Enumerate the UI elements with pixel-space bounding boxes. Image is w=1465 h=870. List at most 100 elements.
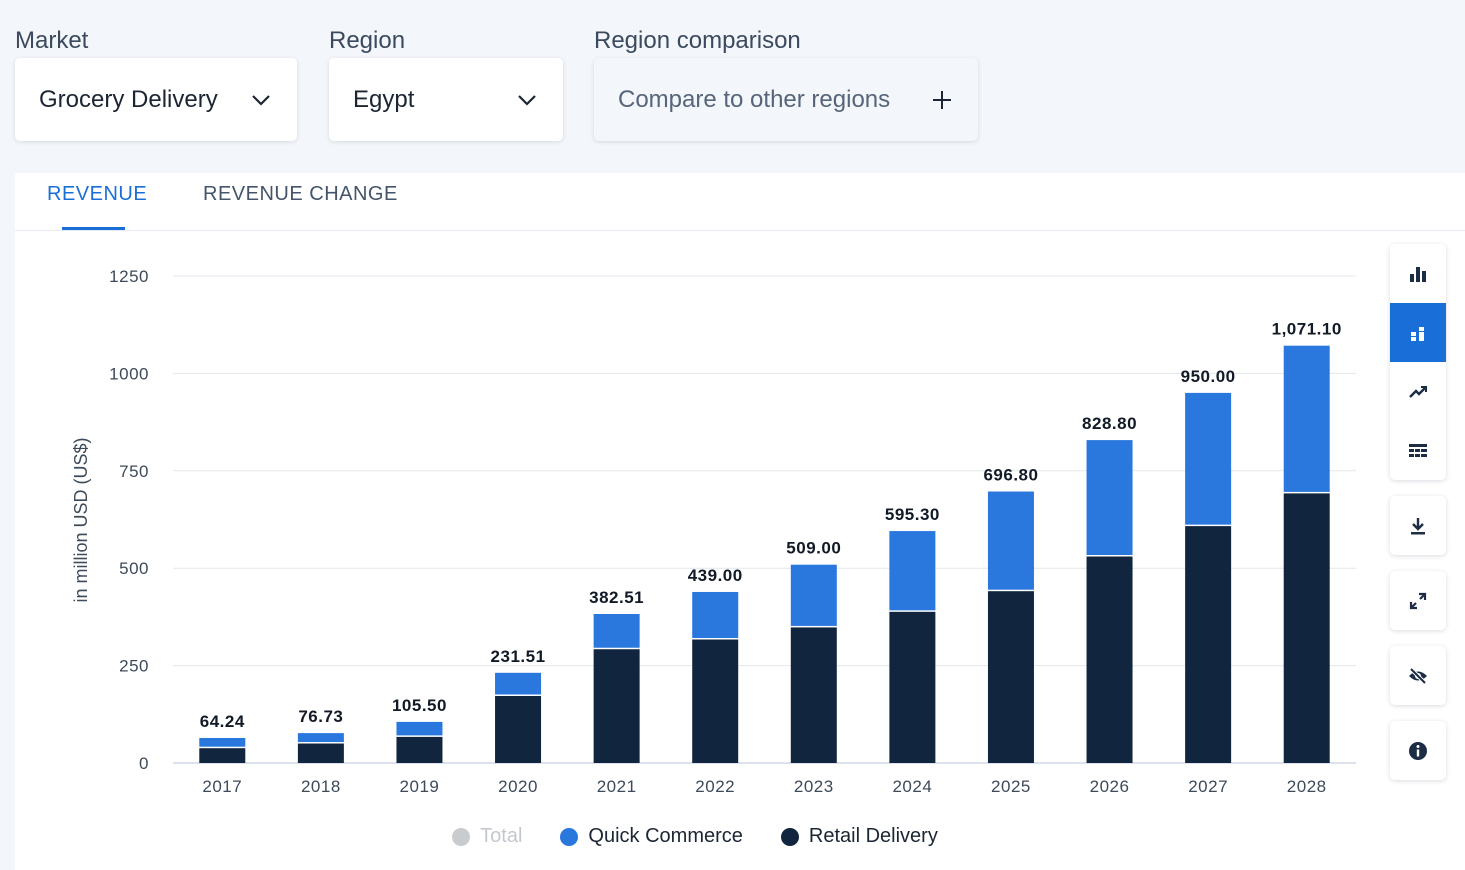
bar-retail-delivery bbox=[692, 639, 739, 763]
download-group bbox=[1390, 496, 1446, 555]
y-tick-label: 1000 bbox=[109, 364, 149, 383]
x-tick-label: 2024 bbox=[892, 777, 932, 796]
bar-retail-delivery bbox=[297, 743, 344, 763]
bar-quick-commerce bbox=[495, 672, 542, 695]
bar-quick-commerce bbox=[790, 564, 837, 626]
chart-toolbar bbox=[1390, 244, 1446, 796]
x-tick-label: 2027 bbox=[1188, 777, 1228, 796]
data-label: 105.50 bbox=[392, 696, 447, 715]
x-tick-label: 2020 bbox=[498, 777, 538, 796]
bar-chart-button[interactable] bbox=[1390, 244, 1446, 303]
x-tick-label: 2021 bbox=[597, 777, 637, 796]
y-tick-label: 250 bbox=[119, 657, 149, 676]
legend-item-retail-delivery[interactable]: Retail Delivery bbox=[780, 825, 938, 848]
bar-retail-delivery bbox=[495, 695, 542, 763]
market-label: Market bbox=[15, 27, 89, 54]
info-group bbox=[1390, 721, 1446, 780]
data-label: 950.00 bbox=[1181, 367, 1236, 386]
y-tick-label: 500 bbox=[119, 559, 149, 578]
legend-dot-retail-delivery bbox=[780, 827, 799, 846]
bar-retail-delivery bbox=[1086, 556, 1133, 763]
x-tick-label: 2025 bbox=[991, 777, 1031, 796]
data-label: 509.00 bbox=[786, 539, 841, 558]
data-label: 595.30 bbox=[885, 505, 940, 524]
bar-quick-commerce bbox=[1283, 345, 1330, 492]
region-dropdown[interactable]: Egypt bbox=[329, 58, 563, 141]
data-label: 1,071.10 bbox=[1272, 320, 1342, 339]
fullscreen-icon bbox=[1409, 592, 1427, 609]
tab-bar: REVENUE REVENUE CHANGE bbox=[15, 173, 1465, 231]
data-label: 439.00 bbox=[688, 566, 743, 585]
legend-dot-quick-commerce bbox=[560, 827, 579, 846]
bar-quick-commerce bbox=[692, 591, 739, 638]
x-tick-label: 2018 bbox=[301, 777, 341, 796]
hide-button[interactable] bbox=[1390, 646, 1446, 705]
legend-label-quick-commerce: Quick Commerce bbox=[588, 825, 743, 847]
bar-retail-delivery bbox=[987, 591, 1034, 763]
x-tick-label: 2028 bbox=[1287, 777, 1327, 796]
fullscreen-button[interactable] bbox=[1390, 571, 1446, 630]
eye-off-icon bbox=[1409, 667, 1427, 684]
bar-retail-delivery bbox=[790, 627, 837, 763]
compare-regions-button[interactable]: Compare to other regions bbox=[594, 58, 978, 141]
y-axis-label: in million USD (US$) bbox=[71, 437, 91, 602]
trend-line-icon bbox=[1409, 385, 1427, 398]
bar-quick-commerce bbox=[593, 613, 640, 648]
data-label: 828.80 bbox=[1082, 414, 1137, 433]
y-tick-label: 1250 bbox=[109, 267, 149, 286]
bar-quick-commerce bbox=[1086, 440, 1133, 556]
chart-type-group bbox=[1390, 244, 1446, 480]
info-button[interactable] bbox=[1390, 721, 1446, 780]
bar-retail-delivery bbox=[593, 649, 640, 763]
legend-item-total[interactable]: Total bbox=[452, 825, 522, 848]
data-label: 76.73 bbox=[298, 707, 343, 726]
bar-retail-delivery bbox=[889, 611, 936, 763]
stacked-bar-icon bbox=[1411, 326, 1424, 341]
tab-revenue[interactable]: REVENUE bbox=[47, 183, 148, 205]
bar-chart-icon bbox=[1410, 266, 1426, 282]
data-label: 696.80 bbox=[983, 466, 1038, 485]
download-icon bbox=[1411, 517, 1425, 534]
market-dropdown[interactable]: Grocery Delivery bbox=[15, 58, 297, 141]
legend-label-total: Total bbox=[480, 825, 523, 847]
chevron-down-icon bbox=[518, 94, 536, 106]
download-button[interactable] bbox=[1390, 496, 1446, 555]
trend-line-button[interactable] bbox=[1390, 362, 1446, 421]
legend-label-retail-delivery: Retail Delivery bbox=[808, 825, 938, 847]
x-tick-label: 2017 bbox=[202, 777, 242, 796]
compare-regions-text: Compare to other regions bbox=[618, 85, 891, 113]
fullscreen-group bbox=[1390, 571, 1446, 630]
bar-quick-commerce bbox=[987, 491, 1034, 590]
hide-group bbox=[1390, 646, 1446, 705]
bar-quick-commerce bbox=[889, 531, 936, 611]
bar-retail-delivery bbox=[396, 736, 443, 763]
data-label: 382.51 bbox=[589, 588, 644, 607]
chart-panel: REVENUE REVENUE CHANGE 0 250 500 750 1000 125… bbox=[15, 173, 1465, 870]
active-tab-indicator bbox=[62, 227, 125, 230]
region-comparison-label: Region comparison bbox=[594, 27, 801, 54]
legend-dot-total bbox=[452, 827, 471, 846]
x-tick-label: 2026 bbox=[1090, 777, 1130, 796]
bar-retail-delivery bbox=[1185, 526, 1232, 763]
bar-quick-commerce bbox=[199, 737, 246, 747]
market-value: Grocery Delivery bbox=[39, 85, 218, 113]
info-icon bbox=[1409, 741, 1427, 760]
x-tick-label: 2019 bbox=[400, 777, 440, 796]
bar-quick-commerce bbox=[1185, 392, 1232, 525]
x-tick-label: 2023 bbox=[794, 777, 834, 796]
bar-retail-delivery bbox=[199, 748, 246, 763]
data-label: 231.51 bbox=[491, 647, 546, 666]
y-tick-label: 0 bbox=[139, 754, 149, 773]
bar-quick-commerce bbox=[297, 733, 344, 743]
table-view-button[interactable] bbox=[1390, 421, 1446, 480]
filter-bar: Market Grocery Delivery Region Egypt Reg… bbox=[0, 0, 1465, 172]
bar-quick-commerce bbox=[396, 721, 443, 736]
chevron-down-icon bbox=[252, 94, 270, 106]
legend-item-quick-commerce[interactable]: Quick Commerce bbox=[560, 825, 743, 848]
region-label: Region bbox=[329, 27, 406, 54]
plus-icon bbox=[933, 90, 951, 109]
table-icon bbox=[1409, 443, 1427, 457]
tab-revenue-change[interactable]: REVENUE CHANGE bbox=[203, 183, 398, 205]
stacked-bar-button[interactable] bbox=[1390, 303, 1446, 362]
y-tick-label: 750 bbox=[119, 462, 149, 481]
